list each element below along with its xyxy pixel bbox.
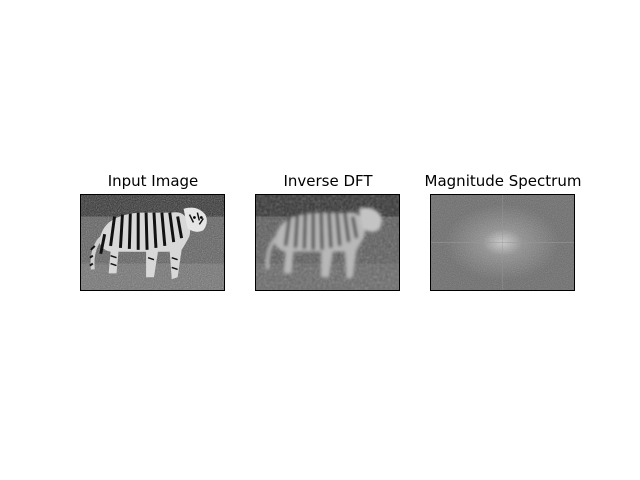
panel-title-input-image: Input Image xyxy=(107,172,199,190)
tiger-image xyxy=(81,195,224,290)
input-image-panel xyxy=(80,194,225,291)
blurred-tiger-silhouette xyxy=(265,207,382,280)
tiger-silhouette xyxy=(89,207,207,280)
magnitude-spectrum-panel xyxy=(430,194,575,291)
inverse-dft-image xyxy=(256,195,399,290)
panel-title-magnitude-spectrum: Magnitude Spectrum xyxy=(424,172,582,190)
magnitude-spectrum-image xyxy=(431,195,574,290)
panel-title-inverse-dft: Inverse DFT xyxy=(283,172,373,190)
inverse-dft-panel xyxy=(255,194,400,291)
